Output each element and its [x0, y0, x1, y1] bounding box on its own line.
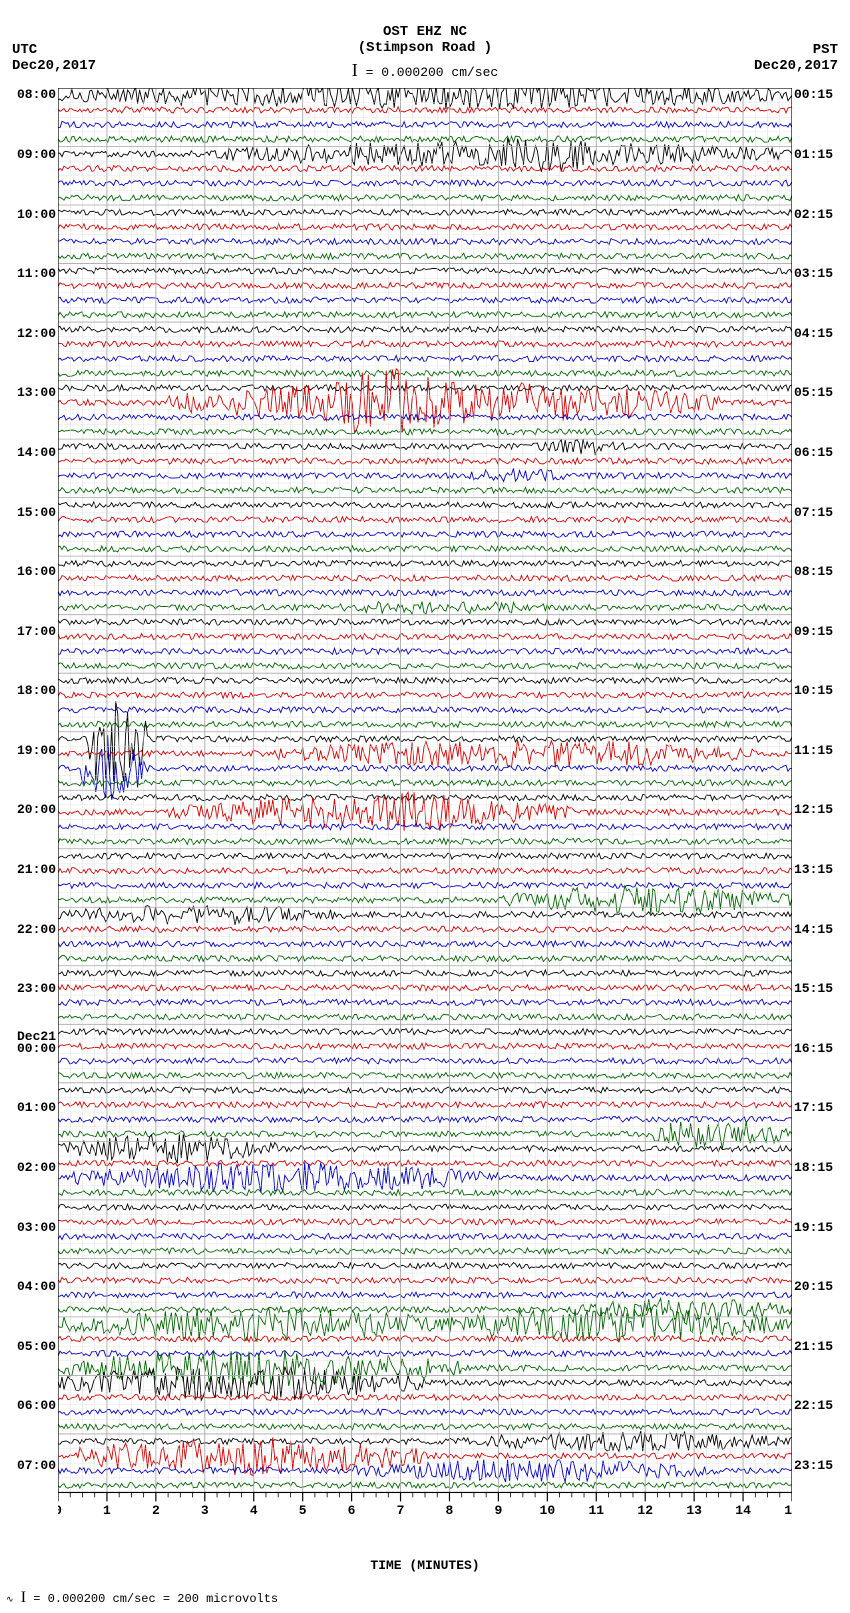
svg-text:6: 6 [348, 1503, 356, 1518]
footer-scale: ∿ I = 0.000200 cm/sec = 200 microvolts [6, 1589, 278, 1607]
utc-time-labels: 08:00 09:00 10:00 11:00 12:00 13:00 14:00 15:00… [2, 88, 56, 1518]
time-label: 10:15 [794, 685, 833, 697]
time-label: 13:15 [794, 864, 833, 876]
seismogram-page: OST EHZ NC (Stimpson Road ) I = 0.000200… [0, 0, 850, 1613]
time-label: 05:15 [794, 387, 833, 399]
time-label: 07:00 [17, 1460, 56, 1472]
station-code: OST EHZ NC [0, 24, 850, 40]
header: OST EHZ NC (Stimpson Road ) [0, 24, 850, 56]
scale-text: = 0.000200 cm/sec [366, 65, 499, 80]
time-label: 13:00 [17, 387, 56, 399]
svg-text:1: 1 [103, 1503, 111, 1518]
time-label: 11:00 [17, 268, 56, 280]
time-label: 08:00 [17, 89, 56, 101]
time-label: 21:15 [794, 1341, 833, 1353]
date-right: Dec20,2017 [754, 58, 838, 74]
svg-text:3: 3 [201, 1503, 209, 1518]
svg-text:7: 7 [397, 1503, 405, 1518]
time-label: 12:15 [794, 804, 833, 816]
time-label: 06:15 [794, 447, 833, 459]
time-label: 17:00 [17, 626, 56, 638]
time-label: 23:15 [794, 1460, 833, 1472]
time-label: 00:15 [794, 89, 833, 101]
svg-text:4: 4 [250, 1503, 258, 1518]
time-label: 05:00 [17, 1341, 56, 1353]
time-label: 04:15 [794, 328, 833, 340]
time-label: 19:00 [17, 745, 56, 757]
time-label: 16:15 [794, 1043, 833, 1055]
time-label: 06:00 [17, 1400, 56, 1412]
time-label: 14:00 [17, 447, 56, 459]
svg-text:0: 0 [58, 1503, 62, 1518]
time-label: 10:00 [17, 209, 56, 221]
pst-time-labels: 00:15 01:15 02:15 03:15 04:15 05:15 06:15 07:15… [794, 88, 848, 1518]
seismogram-svg: 0123456789101112131415 [58, 88, 792, 1518]
time-label: 02:15 [794, 209, 833, 221]
seismogram-plot: 0123456789101112131415 [58, 88, 792, 1518]
time-label: 20:00 [17, 804, 56, 816]
svg-text:11: 11 [588, 1503, 604, 1518]
time-label: 01:00 [17, 1102, 56, 1114]
time-label: 18:00 [17, 685, 56, 697]
time-label: 20:15 [794, 1281, 833, 1293]
time-label: 11:15 [794, 745, 833, 757]
time-label: 22:00 [17, 924, 56, 936]
svg-text:13: 13 [686, 1503, 702, 1518]
time-label: 18:15 [794, 1162, 833, 1174]
time-label: 03:15 [794, 268, 833, 280]
time-label: 17:15 [794, 1102, 833, 1114]
time-label: Dec2100:00 [17, 1031, 56, 1055]
time-label: 07:15 [794, 507, 833, 519]
svg-text:10: 10 [540, 1503, 556, 1518]
footer-text: = 0.000200 cm/sec = 200 microvolts [33, 1592, 278, 1606]
time-label: 15:15 [794, 983, 833, 995]
time-label: 16:00 [17, 566, 56, 578]
scale-indicator: I = 0.000200 cm/sec [0, 60, 850, 81]
time-label: 21:00 [17, 864, 56, 876]
svg-text:15: 15 [784, 1503, 792, 1518]
time-label: 08:15 [794, 566, 833, 578]
time-label: 03:00 [17, 1222, 56, 1234]
time-label: 04:00 [17, 1281, 56, 1293]
timezone-left: UTC [12, 42, 37, 58]
x-axis-label: TIME (MINUTES) [0, 1558, 850, 1573]
time-label: 09:00 [17, 149, 56, 161]
time-label: 12:00 [17, 328, 56, 340]
date-left: Dec20,2017 [12, 58, 96, 74]
svg-text:8: 8 [446, 1503, 454, 1518]
time-label: 14:15 [794, 924, 833, 936]
station-name: (Stimpson Road ) [0, 40, 850, 56]
time-label: 01:15 [794, 149, 833, 161]
svg-text:12: 12 [637, 1503, 653, 1518]
svg-text:14: 14 [735, 1503, 751, 1518]
time-label: 02:00 [17, 1162, 56, 1174]
svg-text:9: 9 [494, 1503, 502, 1518]
timezone-right: PST [813, 42, 838, 58]
time-label: 19:15 [794, 1222, 833, 1234]
time-label: 22:15 [794, 1400, 833, 1412]
time-label: 15:00 [17, 507, 56, 519]
time-label: 09:15 [794, 626, 833, 638]
svg-text:2: 2 [152, 1503, 160, 1518]
svg-text:5: 5 [299, 1503, 307, 1518]
time-label: 23:00 [17, 983, 56, 995]
